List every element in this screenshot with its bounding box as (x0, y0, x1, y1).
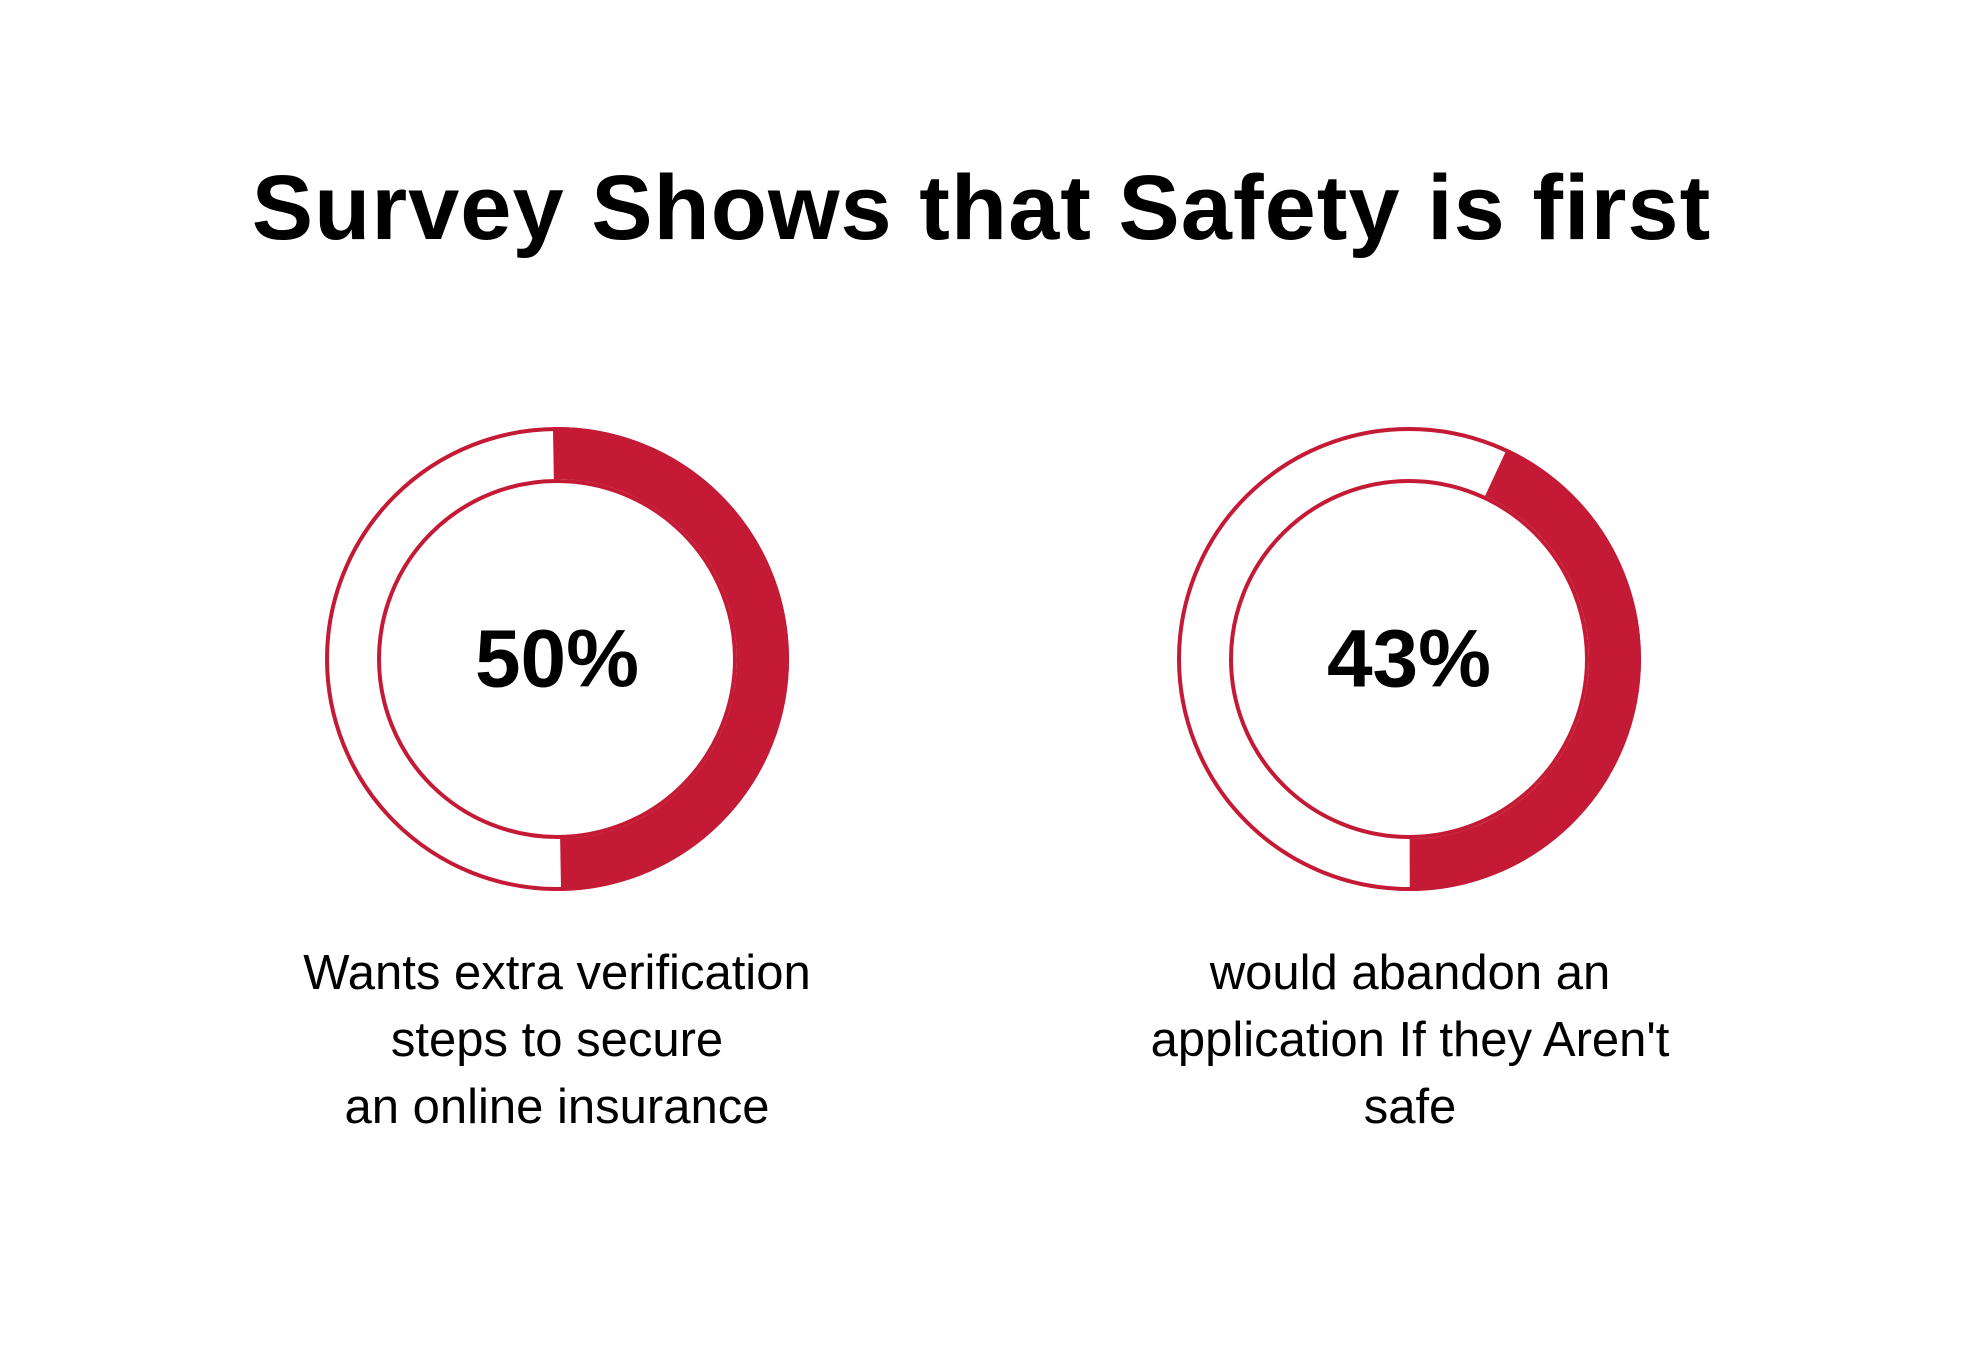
caption-line: application If they Aren't (1150, 1013, 1670, 1067)
donut-chart-2: 43% (1177, 427, 1641, 891)
donut-chart-1: 50% (325, 427, 789, 891)
donut-inner-ring (377, 479, 737, 839)
caption-line: Wants extra verification (303, 946, 811, 1000)
donut-value-label: 50% (475, 614, 639, 705)
donut-caption-1: Wants extra verification steps to secure… (207, 940, 907, 1141)
page-title: Survey Shows that Safety is first (251, 157, 1712, 259)
caption-line: safe (1363, 1080, 1457, 1134)
donut-value-arc (552, 427, 789, 891)
donut-caption-2: would abandon an application If they Are… (1060, 940, 1760, 1141)
donut-inner-ring (1229, 479, 1589, 839)
donut-value-label: 43% (1327, 614, 1491, 705)
caption-line: steps to secure (390, 1013, 724, 1067)
caption-line: an online insurance (344, 1080, 770, 1134)
caption-line: would abandon an (1209, 946, 1611, 1000)
donut-value-arc (1409, 448, 1641, 891)
